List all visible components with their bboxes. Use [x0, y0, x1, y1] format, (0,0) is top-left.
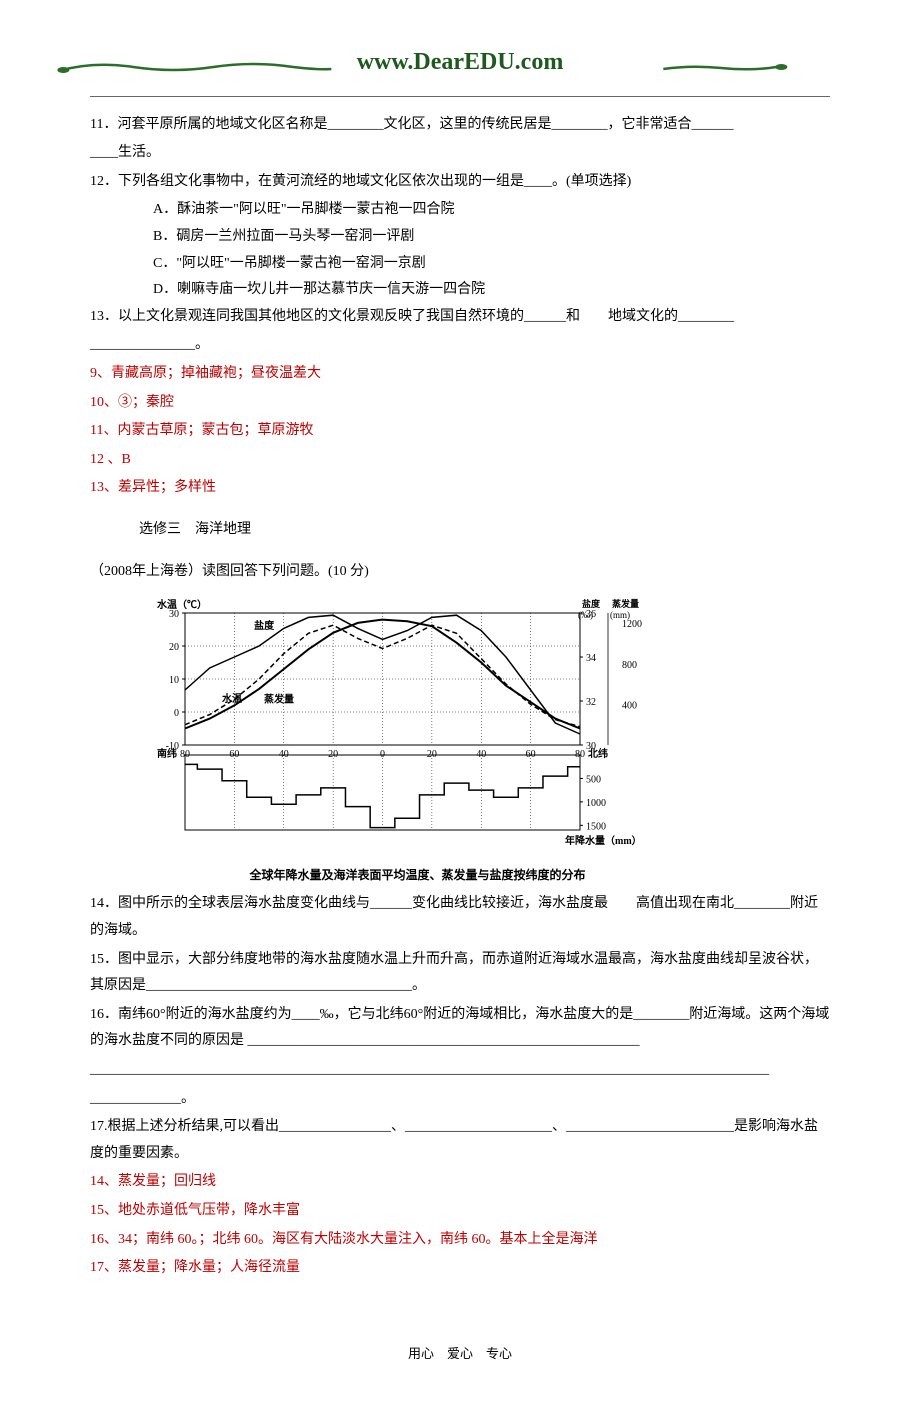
svg-text:(mm): (mm) [610, 610, 630, 620]
answer-13: 13、差异性；多样性 [90, 475, 830, 502]
svg-text:1200: 1200 [622, 619, 642, 630]
svg-text:水温: 水温 [221, 692, 242, 705]
svg-text:32: 32 [586, 697, 596, 708]
decoration-right [573, 53, 880, 73]
option-12a: A．酥油茶一"阿以旺"一吊脚楼一蒙古袍一四合院 [90, 197, 830, 224]
url-edu: EDU [464, 49, 515, 75]
option-12c: C．"阿以旺"一吊脚楼一蒙古袍一窑洞一京剧 [90, 251, 830, 278]
question-13: 13．以上文化景观连同我国其他地区的文化景观反映了我国自然环境的______和 … [90, 304, 830, 331]
option-12d: D．喇嘛寺庙一坎儿井一那达慕节庆一信天游一四合院 [90, 277, 830, 304]
answer-14: 14、蒸发量；回归线 [90, 1169, 830, 1196]
page-footer: 用心 爱心 专心 [90, 1342, 830, 1367]
question-13-cont: _______________。 [90, 332, 830, 359]
question-16: 16．南纬60°附近的海水盐度约为____‰，它与北纬60°附近的海域相比，海水… [90, 1002, 830, 1055]
page-header: www.DearEDU.com [0, 0, 920, 96]
question-12: 12．下列各组文化事物中，在黄河流经的地域文化区依次出现的一组是____。(单项… [90, 169, 830, 196]
svg-text:800: 800 [622, 660, 637, 671]
url-dear: Dear [413, 49, 464, 75]
svg-text:1500: 1500 [586, 821, 606, 832]
section-title: 选修三 海洋地理 [90, 517, 830, 544]
question-11: 11．河套平原所属的地域文化区名称是________文化区，这里的传统民居是__… [90, 112, 830, 139]
answer-10: 10、③；秦腔 [90, 390, 830, 417]
svg-text:水温（℃）: 水温（℃） [156, 598, 207, 611]
question-16b: ________________________________________… [90, 1057, 830, 1084]
answer-17: 17、蒸发量；降水量；人海径流量 [90, 1255, 830, 1282]
svg-text:年降水量（mm）: 年降水量（mm） [565, 834, 642, 847]
question-15: 15．图中显示，大部分纬度地带的海水盐度随水温上升而升高，而赤道附近海域水温最高… [90, 947, 830, 1000]
svg-text:(‰): (‰) [578, 610, 593, 620]
svg-text:盐度: 盐度 [254, 619, 275, 632]
answer-16: 16、34；南纬 60。；北纬 60。海区有大陆淡水大量注入，南纬 60。基本上… [90, 1227, 830, 1254]
svg-text:20: 20 [169, 642, 179, 653]
answer-11: 11、内蒙古草原；蒙古包；草原游牧 [90, 418, 830, 445]
answer-9: 9、青藏高原；掉袖藏袍；昼夜温差大 [90, 361, 830, 388]
svg-text:400: 400 [622, 700, 637, 711]
header-url: www.DearEDU.com [347, 40, 574, 86]
chart-svg: -100102030水温（℃）303234364008001200盐度(‰)蒸发… [125, 595, 665, 850]
question-14: 14．图中所示的全球表层海水盐度变化曲线与______变化曲线比较接近，海水盐度… [90, 891, 830, 944]
chart-title: 全球年降水量及海洋表面平均温度、蒸发量与盐度按纬度的分布 [125, 864, 830, 887]
svg-text:蒸发量: 蒸发量 [264, 692, 294, 705]
decoration-left [40, 53, 347, 73]
chart-container: -100102030水温（℃）303234364008001200盐度(‰)蒸发… [125, 595, 830, 886]
question-11-cont: ____生活。 [90, 140, 830, 167]
option-12b: B．碉房一兰州拉面一马头琴一窑洞一评剧 [90, 224, 830, 251]
question-17: 17.根据上述分析结果,可以看出________________、_______… [90, 1114, 830, 1167]
section-subtitle: （2008年上海卷）读图回答下列问题。(10 分) [90, 559, 830, 586]
answer-12: 12 、B [90, 447, 830, 474]
question-16c: _____________。 [90, 1086, 830, 1113]
url-prefix: www. [357, 49, 414, 75]
header-underline [90, 96, 830, 97]
main-content: 11．河套平原所属的地域文化区名称是________文化区，这里的传统民居是__… [0, 112, 920, 1406]
svg-text:北纬: 北纬 [588, 747, 608, 760]
svg-text:10: 10 [169, 675, 179, 686]
url-suffix: .com [515, 49, 564, 75]
answer-15: 15、地处赤道低气压带，降水丰富 [90, 1198, 830, 1225]
svg-text:500: 500 [586, 775, 601, 786]
svg-text:蒸发量: 蒸发量 [612, 598, 639, 609]
svg-text:0: 0 [174, 708, 179, 719]
svg-text:34: 34 [586, 653, 596, 664]
svg-text:1000: 1000 [586, 798, 606, 809]
svg-text:盐度: 盐度 [582, 598, 601, 609]
svg-text:南纬: 南纬 [157, 747, 177, 760]
